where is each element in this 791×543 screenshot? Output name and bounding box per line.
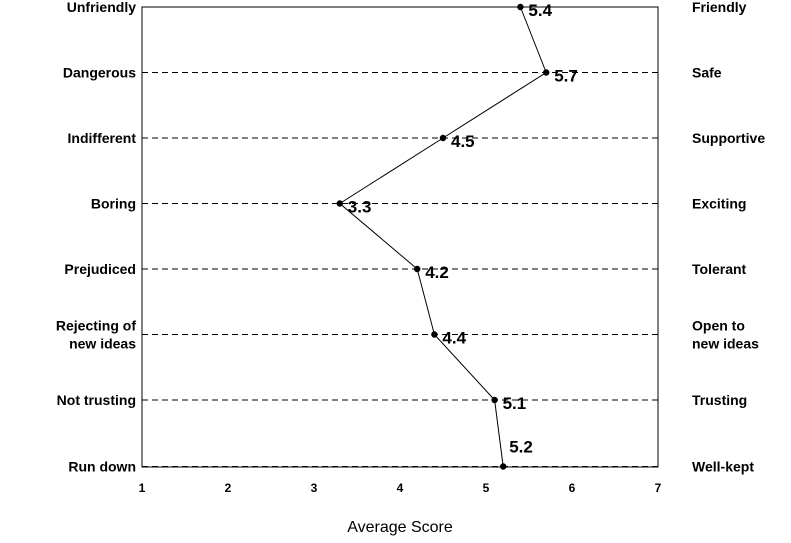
data-point xyxy=(543,69,550,76)
data-value-label: 4.4 xyxy=(442,329,466,348)
right-category-label: Exciting xyxy=(692,196,746,212)
left-category-label: Prejudiced xyxy=(64,261,136,277)
data-point xyxy=(439,134,447,142)
x-tick-label: 6 xyxy=(569,481,576,495)
data-point xyxy=(517,3,524,11)
data-point xyxy=(414,265,421,273)
right-category-label: Tolerant xyxy=(692,261,747,277)
right-category-label: Well-kept xyxy=(692,459,754,475)
x-tick-label: 3 xyxy=(311,481,318,495)
plot-frame xyxy=(141,6,659,468)
data-value-label: 5.7 xyxy=(554,67,578,86)
left-category-label: Indifferent xyxy=(68,130,137,146)
x-tick-label: 2 xyxy=(225,481,232,495)
data-point xyxy=(500,463,507,470)
left-category-label: Boring xyxy=(91,196,136,212)
right-category-label: Supportive xyxy=(692,130,765,146)
data-point xyxy=(336,200,343,207)
x-tick-label: 4 xyxy=(397,481,404,495)
left-category-label: Unfriendly xyxy=(67,0,136,15)
data-value-label: 4.5 xyxy=(451,132,475,151)
data-value-label: 5.1 xyxy=(503,394,527,413)
series-line xyxy=(338,6,547,467)
left-category-label: Rejecting of new ideas xyxy=(56,318,136,352)
x-tick-label: 7 xyxy=(655,481,662,495)
data-value-label: 3.3 xyxy=(348,198,372,217)
right-category-label: Open to new ideas xyxy=(692,318,759,352)
left-category-label: Dangerous xyxy=(63,65,136,81)
right-category-label: Friendly xyxy=(692,0,747,15)
right-category-label: Safe xyxy=(692,65,722,81)
x-axis-title: Average Score xyxy=(347,519,453,536)
x-tick-label: 5 xyxy=(483,481,490,495)
right-category-label: Trusting xyxy=(692,392,747,408)
data-value-label: 5.2 xyxy=(509,438,533,457)
data-point xyxy=(431,331,438,338)
data-point xyxy=(491,396,498,404)
left-category-label: Run down xyxy=(68,459,136,475)
data-value-label: 5.4 xyxy=(528,1,552,20)
data-value-label: 4.2 xyxy=(425,263,449,282)
x-tick-label: 1 xyxy=(139,481,146,495)
left-category-label: Not trusting xyxy=(57,392,136,408)
